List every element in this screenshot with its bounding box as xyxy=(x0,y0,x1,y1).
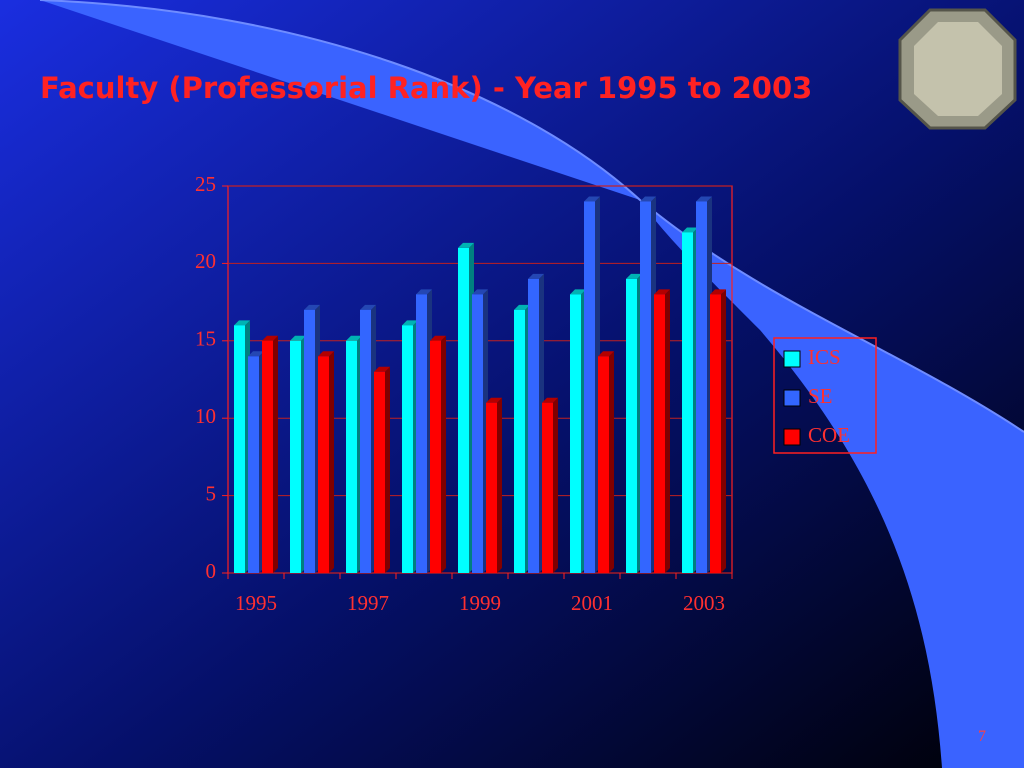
bar-top xyxy=(640,196,656,202)
y-tick-label: 20 xyxy=(195,249,216,273)
legend-swatch xyxy=(783,428,801,446)
legend-swatch xyxy=(783,350,801,368)
bar xyxy=(458,247,469,574)
bar xyxy=(570,294,581,573)
bar xyxy=(430,340,441,573)
bar xyxy=(696,201,707,574)
legend-swatch xyxy=(783,389,801,407)
bar-top xyxy=(472,289,488,295)
bar-top xyxy=(458,242,474,248)
bar-top xyxy=(234,320,250,326)
bar-top xyxy=(654,289,670,295)
bar xyxy=(710,294,721,573)
bar xyxy=(416,294,427,573)
bar-side xyxy=(385,366,390,573)
bar xyxy=(318,356,329,573)
bar xyxy=(360,309,371,573)
x-tick-label: 1999 xyxy=(459,591,501,615)
bar-side xyxy=(329,351,334,573)
bar-top xyxy=(290,335,306,341)
bar-top xyxy=(360,304,376,310)
bar-top xyxy=(570,289,586,295)
bar xyxy=(486,402,497,573)
bar xyxy=(598,356,609,573)
bar xyxy=(626,278,637,573)
swoosh-edge xyxy=(39,0,1024,433)
bar-side xyxy=(721,289,726,573)
bar xyxy=(584,201,595,574)
bar xyxy=(514,309,525,573)
bar xyxy=(304,309,315,573)
bar-top xyxy=(374,366,390,372)
bar-top xyxy=(346,335,362,341)
x-tick-label: 2001 xyxy=(571,591,613,615)
bar-side xyxy=(553,397,558,573)
bar xyxy=(528,278,539,573)
bar-top xyxy=(528,273,544,279)
bar-top xyxy=(248,351,264,357)
bar-top xyxy=(696,196,712,202)
bar xyxy=(248,356,259,573)
x-tick-label: 2003 xyxy=(683,591,725,615)
bar xyxy=(542,402,553,573)
bar xyxy=(654,294,665,573)
y-tick-label: 0 xyxy=(206,559,217,583)
bar-top xyxy=(304,304,320,310)
bar-top xyxy=(514,304,530,310)
bar-side xyxy=(665,289,670,573)
page-number: 7 xyxy=(978,728,986,745)
bar-top xyxy=(262,335,278,341)
bar-top xyxy=(486,397,502,403)
bar xyxy=(346,340,357,573)
y-tick-label: 15 xyxy=(195,327,216,351)
bar-top xyxy=(402,320,418,326)
bar xyxy=(374,371,385,573)
bar-top xyxy=(318,351,334,357)
bar-top xyxy=(416,289,432,295)
bar-side xyxy=(441,335,446,573)
bar-top xyxy=(430,335,446,341)
y-tick-label: 25 xyxy=(195,172,216,196)
bar xyxy=(402,325,413,573)
bar xyxy=(234,325,245,573)
y-tick-label: 5 xyxy=(206,481,217,505)
bar-top xyxy=(584,196,600,202)
bar xyxy=(262,340,273,573)
legend-label: COE xyxy=(808,423,850,447)
legend-label: ICS xyxy=(808,345,841,369)
bar-side xyxy=(609,351,614,573)
legend-label: SE xyxy=(808,384,833,408)
bar-top xyxy=(598,351,614,357)
x-tick-label: 1997 xyxy=(347,591,389,615)
x-tick-label: 1995 xyxy=(235,591,277,615)
bar-top xyxy=(710,289,726,295)
bar xyxy=(640,201,651,574)
legend-box xyxy=(773,337,877,454)
logo-inner xyxy=(914,22,1002,116)
bar xyxy=(472,294,483,573)
bar xyxy=(682,232,693,573)
bar-top xyxy=(682,227,698,233)
bar-top xyxy=(542,397,558,403)
y-tick-label: 10 xyxy=(195,404,216,428)
slide-title: Faculty (Professorial Rank) - Year 1995 … xyxy=(40,71,812,105)
bar-side xyxy=(273,335,278,573)
swoosh xyxy=(40,0,1024,768)
bar-side xyxy=(497,397,502,573)
bar xyxy=(290,340,301,573)
bar-top xyxy=(626,273,642,279)
